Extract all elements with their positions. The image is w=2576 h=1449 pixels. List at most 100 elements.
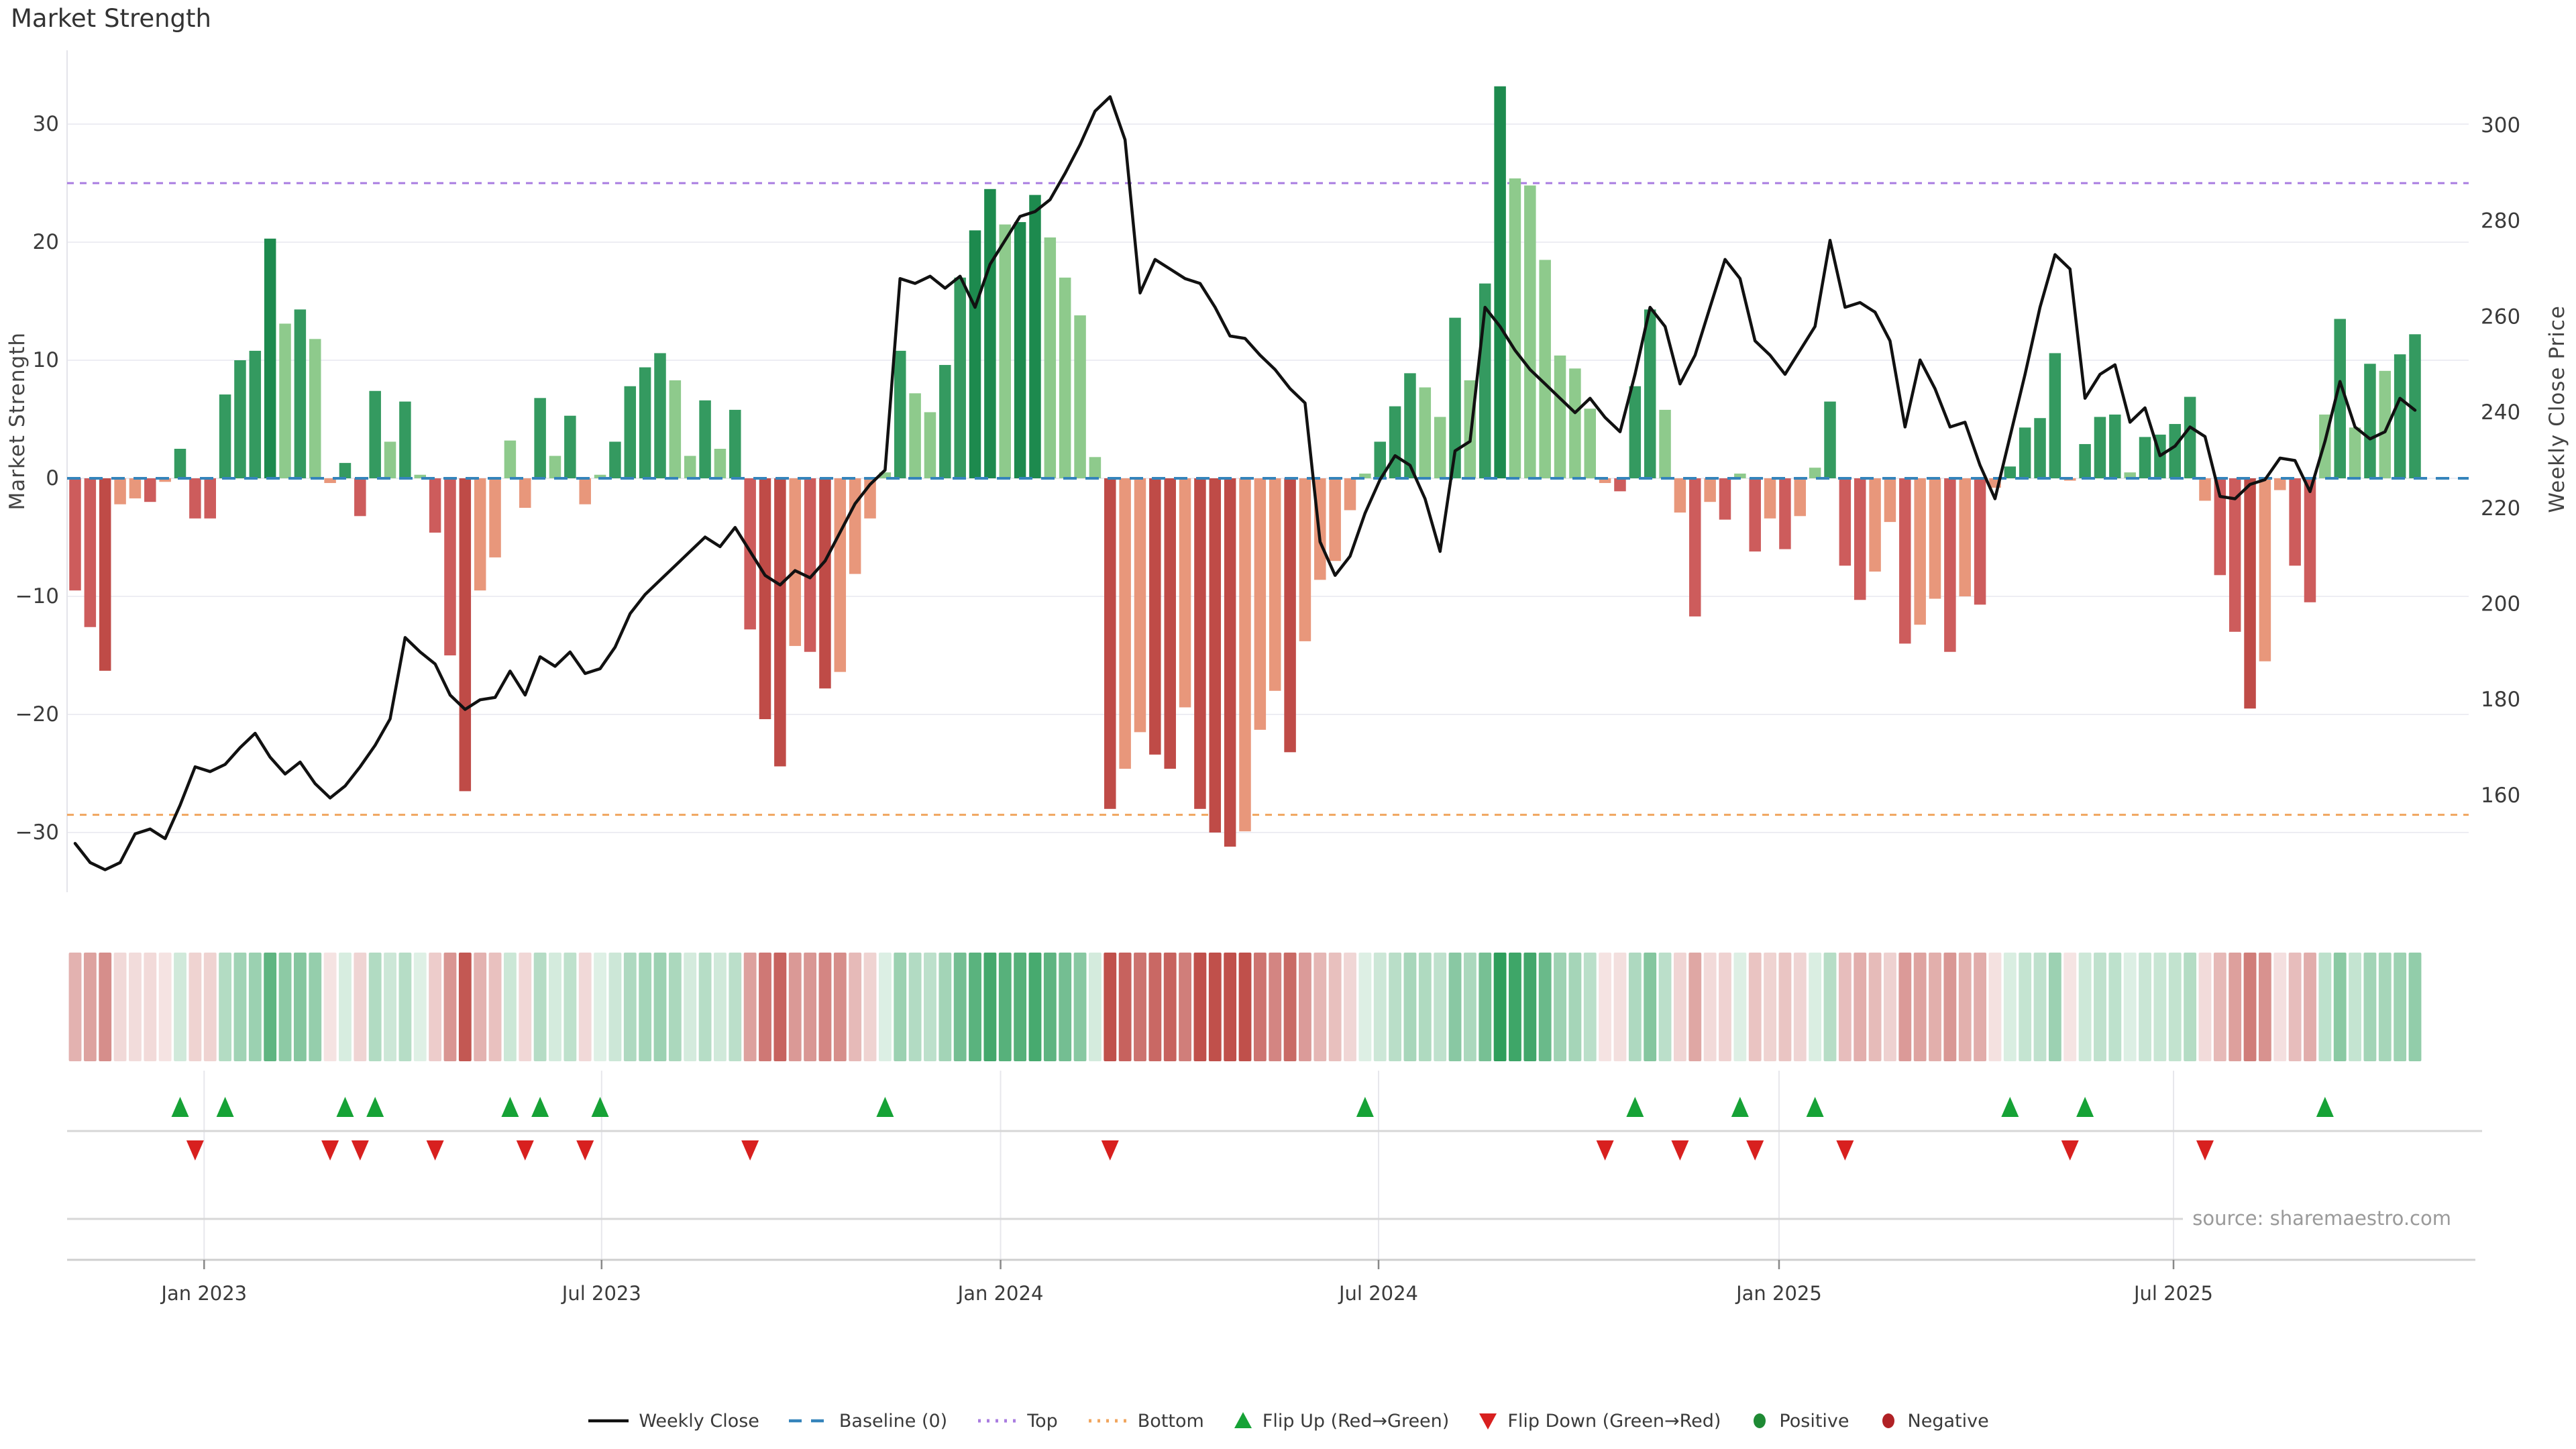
heatmap-cell [2243, 953, 2257, 1061]
heatmap-cell [1703, 953, 1717, 1061]
strength-bar [2199, 478, 2211, 501]
heatmap-cell [264, 953, 277, 1061]
strength-bar [819, 478, 831, 689]
heatmap-cell [503, 953, 517, 1061]
flip-up-icon [501, 1097, 519, 1117]
strength-bar [2304, 478, 2316, 602]
heatmap-cell [863, 953, 877, 1061]
strength-bar [1149, 478, 1161, 755]
right-tick-label: 260 [2481, 305, 2520, 329]
strength-bar [2109, 414, 2121, 478]
heatmap-cell [1554, 953, 1566, 1061]
heatmap-cell [924, 953, 936, 1061]
flip-up-icon [531, 1097, 549, 1117]
strength-bar [444, 478, 456, 655]
left-tick-label: 30 [33, 112, 59, 136]
strength-bar [984, 189, 996, 478]
heatmap-cell [1688, 953, 1702, 1061]
triangle-down-icon [1479, 1413, 1497, 1430]
strength-bar [2409, 334, 2421, 478]
left-axis-ticks: 30 20 10 0 −10 −20 −30 [15, 112, 59, 845]
strength-bar [2139, 437, 2151, 478]
strength-bar [1164, 478, 1176, 769]
heatmap-cell [1613, 953, 1627, 1061]
flip-down-icon [1596, 1140, 1614, 1161]
heatmap-cell [2019, 953, 2032, 1061]
legend-item-4: Flip Up (Red→Green) [1232, 1410, 1449, 1432]
strength-bar [2259, 478, 2271, 661]
strength-bar [1524, 185, 1536, 478]
strength-bar [1284, 478, 1296, 753]
separator-lines [67, 1130, 2482, 1261]
strength-bar [804, 478, 816, 652]
heatmap-cell [1328, 953, 1342, 1061]
heatmap-cell [2273, 953, 2287, 1061]
strength-bar [69, 478, 81, 591]
strength-bar [594, 474, 606, 478]
heatmap-cell [1179, 953, 1191, 1061]
heatmap-cell [203, 953, 217, 1061]
strength-bar [2169, 424, 2182, 478]
heatmap-cell [2153, 953, 2167, 1061]
x-tick-label: Jul 2023 [561, 1282, 641, 1305]
strength-bar [459, 478, 472, 792]
heatmap-cell [1208, 953, 1222, 1061]
heatmap-cell [878, 953, 892, 1061]
legend-item-7: Negative [1878, 1410, 1989, 1432]
heatmap-cell [384, 953, 396, 1061]
strength-bar [834, 478, 847, 672]
heatmap-cell [2408, 953, 2422, 1061]
gridlines [66, 50, 2469, 892]
heatmap-cell [519, 953, 532, 1061]
flip-up-icon [1626, 1097, 1644, 1117]
strength-bar [1254, 478, 1267, 730]
strength-bar [534, 398, 546, 478]
heatmap-cell [1793, 953, 1807, 1061]
heatmap-cell [474, 953, 487, 1061]
strength-bar [384, 441, 396, 478]
heatmap-cell [1299, 953, 1311, 1061]
strength-bar [1794, 478, 1807, 517]
strength-bar [729, 409, 741, 478]
strength-bar [1104, 478, 1116, 809]
strength-bar [669, 380, 682, 478]
heatmap-cell [2033, 953, 2047, 1061]
heatmap-cell [1193, 953, 1207, 1061]
strength-bar [1869, 478, 1881, 572]
strength-bar [1014, 222, 1026, 478]
strength-bar [2334, 319, 2346, 478]
strength-bar [414, 474, 427, 478]
heatmap-cell [309, 953, 322, 1061]
strength-bar [1974, 478, 1986, 605]
heatmap-cell [788, 953, 802, 1061]
heatmap-cell [818, 953, 832, 1061]
strength-bar [219, 394, 231, 478]
left-tick-label: 0 [46, 466, 59, 490]
heatmap-cell [1253, 953, 1267, 1061]
heatmap-cell [773, 953, 787, 1061]
heatmap-cell [1283, 953, 1297, 1061]
right-tick-label: 240 [2481, 400, 2520, 425]
heatmap-cell [1389, 953, 1402, 1061]
heatmap-cell [323, 953, 337, 1061]
heatmap-cell [729, 953, 742, 1061]
heatmap-cell [1764, 953, 1776, 1061]
strength-bar [1059, 277, 1071, 478]
legend-label: Top [1027, 1410, 1058, 1432]
strength-bar [699, 400, 711, 478]
legend-label: Bottom [1137, 1410, 1204, 1432]
strength-bar [1209, 478, 1222, 833]
flip-down-markers [186, 1140, 2214, 1161]
heatmap-cell [578, 953, 592, 1061]
strength-bar [789, 478, 801, 646]
x-axis: Jan 2023 Jul 2023 Jan 2024 Jul 2024 Jan 2025… [160, 1260, 2213, 1305]
heatmap-cell [488, 953, 502, 1061]
strength-bar [294, 309, 307, 478]
heatmap-cell [1493, 953, 1507, 1061]
strength-bar [714, 449, 727, 478]
strength-heatmap-strip [68, 953, 2422, 1061]
heatmap-cell [564, 953, 577, 1061]
strength-bar [1914, 478, 1926, 625]
strength-bar [324, 478, 336, 484]
